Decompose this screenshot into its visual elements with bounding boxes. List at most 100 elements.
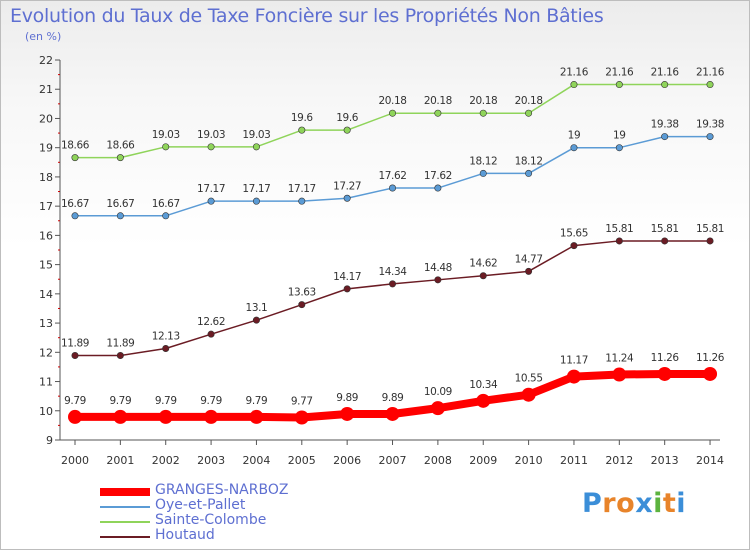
data-point bbox=[389, 184, 397, 192]
data-point bbox=[476, 393, 491, 408]
x-tick-label: 2003 bbox=[197, 454, 225, 467]
data-point bbox=[434, 276, 442, 284]
data-label: 17.62 bbox=[378, 170, 406, 182]
data-label: 11.89 bbox=[61, 338, 89, 350]
data-point bbox=[162, 143, 170, 151]
x-tick-label: 2008 bbox=[424, 454, 452, 467]
x-tick-label: 2005 bbox=[288, 454, 316, 467]
data-point bbox=[612, 367, 627, 382]
data-label: 19 bbox=[568, 130, 581, 142]
data-label: 12.62 bbox=[197, 316, 225, 328]
y-tick-label: 13 bbox=[39, 317, 53, 330]
data-label: 20.18 bbox=[469, 95, 497, 107]
x-tick-label: 2004 bbox=[242, 454, 270, 467]
x-tick-label: 2001 bbox=[106, 454, 134, 467]
x-tick-label: 2000 bbox=[61, 454, 89, 467]
data-point bbox=[706, 237, 714, 245]
data-point bbox=[525, 109, 533, 117]
data-label: 15.81 bbox=[651, 223, 679, 235]
y-tick-label: 22 bbox=[39, 54, 53, 67]
logo-letter: P bbox=[582, 488, 603, 519]
data-point bbox=[570, 144, 578, 152]
data-point bbox=[343, 285, 351, 293]
data-label: 17.62 bbox=[424, 170, 452, 182]
axes: 9 10 11 12 13 14 15 16 17 18 19 20 21 22 2000 2001 2002 2… bbox=[39, 54, 724, 467]
logo-letter: o bbox=[616, 488, 636, 519]
legend-swatch bbox=[100, 536, 150, 538]
data-point bbox=[521, 387, 536, 402]
data-label: 14.34 bbox=[378, 266, 407, 278]
data-label: 11.17 bbox=[560, 355, 588, 367]
data-label: 11.89 bbox=[106, 338, 134, 350]
data-point bbox=[162, 345, 170, 353]
data-point bbox=[661, 237, 669, 245]
data-label: 21.16 bbox=[696, 67, 725, 79]
data-point bbox=[570, 242, 578, 250]
data-point bbox=[162, 212, 170, 220]
data-label: 18.66 bbox=[61, 140, 90, 152]
data-label: 17.27 bbox=[333, 180, 361, 192]
data-label: 9.79 bbox=[64, 395, 86, 407]
data-label: 9.79 bbox=[155, 395, 177, 407]
logo-letter: i bbox=[676, 488, 687, 519]
data-label: 19.6 bbox=[336, 112, 358, 124]
data-point bbox=[298, 301, 306, 309]
data-point bbox=[207, 197, 215, 205]
data-point bbox=[158, 409, 173, 424]
x-tick-label: 2002 bbox=[152, 454, 180, 467]
y-tick-label: 14 bbox=[39, 288, 53, 301]
y-tick-label: 19 bbox=[39, 142, 53, 155]
legend-swatch bbox=[100, 488, 150, 496]
data-point bbox=[71, 352, 79, 360]
data-label: 9.79 bbox=[109, 395, 131, 407]
data-label: 18.66 bbox=[106, 140, 135, 152]
data-point bbox=[252, 316, 260, 324]
data-label: 21.16 bbox=[560, 67, 589, 79]
data-point bbox=[661, 133, 669, 141]
data-point bbox=[207, 143, 215, 151]
data-label: 20.18 bbox=[378, 95, 406, 107]
data-point bbox=[615, 81, 623, 89]
data-label: 17.17 bbox=[197, 183, 225, 195]
data-label: 9.79 bbox=[200, 395, 222, 407]
data-point bbox=[479, 109, 487, 117]
legend-label: Oye-et-Pallet bbox=[155, 497, 246, 513]
data-point bbox=[116, 352, 124, 360]
data-label: 9.89 bbox=[336, 392, 358, 404]
data-label: 18.12 bbox=[515, 155, 543, 167]
data-label: 20.18 bbox=[515, 95, 543, 107]
data-label: 10.09 bbox=[424, 386, 452, 398]
y-tick-label: 17 bbox=[39, 200, 53, 213]
data-label: 13.63 bbox=[288, 287, 316, 299]
series-layer bbox=[68, 81, 718, 425]
x-tick-label: 2007 bbox=[379, 454, 407, 467]
data-point bbox=[479, 169, 487, 177]
data-label: 14.17 bbox=[333, 271, 361, 283]
x-tick-label: 2006 bbox=[333, 454, 361, 467]
data-point bbox=[298, 197, 306, 205]
data-label: 19.6 bbox=[291, 112, 313, 124]
data-label: 15.81 bbox=[605, 223, 633, 235]
data-point bbox=[71, 212, 79, 220]
legend-swatch bbox=[100, 521, 150, 523]
logo-letter: r bbox=[602, 488, 617, 519]
x-tick-label: 2012 bbox=[605, 454, 633, 467]
data-point bbox=[252, 197, 260, 205]
data-label: 10.55 bbox=[515, 373, 543, 385]
x-tick-label: 2014 bbox=[696, 454, 724, 467]
data-label: 20.18 bbox=[424, 95, 452, 107]
legend-swatch bbox=[100, 506, 150, 508]
legend-label: GRANGES-NARBOZ bbox=[155, 482, 289, 498]
data-point bbox=[661, 81, 669, 89]
data-point bbox=[430, 401, 445, 416]
x-tick-label: 2013 bbox=[651, 454, 679, 467]
data-point bbox=[340, 406, 355, 421]
y-tick-label: 16 bbox=[39, 229, 53, 242]
data-label: 17.17 bbox=[288, 183, 316, 195]
data-point bbox=[343, 126, 351, 134]
data-label: 16.67 bbox=[106, 198, 134, 210]
data-point bbox=[434, 109, 442, 117]
data-label: 21.16 bbox=[651, 67, 680, 79]
x-tick-label: 2010 bbox=[515, 454, 543, 467]
data-point bbox=[343, 194, 351, 202]
